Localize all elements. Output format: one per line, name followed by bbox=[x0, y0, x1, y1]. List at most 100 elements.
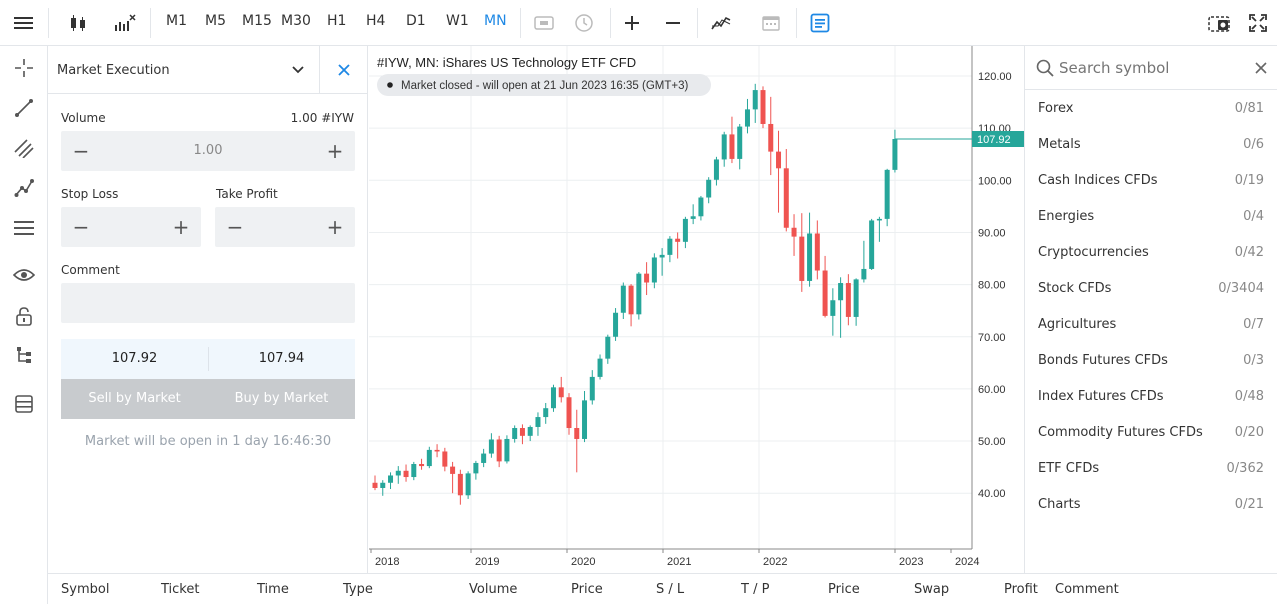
candle-body bbox=[496, 439, 502, 462]
col-symbol[interactable]: Symbol bbox=[61, 582, 110, 597]
channel-icon[interactable] bbox=[10, 134, 38, 162]
watchlist-group[interactable]: Index Futures CFDs 0/48 bbox=[1025, 378, 1277, 414]
col-price[interactable]: Price bbox=[571, 582, 603, 597]
close-icon[interactable] bbox=[1255, 62, 1267, 74]
plus-icon[interactable]: + bbox=[172, 215, 190, 239]
execution-type-select[interactable]: Market Execution bbox=[57, 63, 170, 78]
plus-icon[interactable]: + bbox=[326, 139, 344, 163]
col-swap[interactable]: Swap bbox=[914, 582, 950, 597]
y-tick-label: 50.00 bbox=[978, 436, 1006, 448]
candle bbox=[380, 480, 386, 496]
plus-icon[interactable]: + bbox=[326, 215, 344, 239]
group-name: Index Futures CFDs bbox=[1038, 388, 1164, 404]
market-status-pill bbox=[377, 74, 711, 96]
history-clock-icon[interactable] bbox=[568, 7, 600, 39]
candle bbox=[403, 464, 409, 482]
one-click-trading-icon[interactable] bbox=[528, 7, 560, 39]
object-tree-icon[interactable] bbox=[10, 342, 38, 370]
zoom-out-icon[interactable] bbox=[657, 7, 689, 39]
group-count: 0/20 bbox=[1234, 424, 1264, 440]
timeframe-m30[interactable]: M30 bbox=[281, 13, 311, 29]
col-time[interactable]: Time bbox=[257, 582, 289, 597]
take-profit-field[interactable]: − + bbox=[215, 207, 355, 247]
candle-body bbox=[434, 449, 440, 452]
watchlist-group[interactable]: Cryptocurrencies 0/42 bbox=[1025, 234, 1277, 270]
eye-icon[interactable] bbox=[10, 261, 38, 289]
polyline-icon[interactable] bbox=[10, 174, 38, 202]
watchlist-group[interactable]: Stock CFDs 0/3404 bbox=[1025, 270, 1277, 306]
candle-body bbox=[869, 220, 875, 269]
minus-icon[interactable]: − bbox=[72, 215, 90, 239]
indicators-icon[interactable] bbox=[108, 7, 142, 39]
comment-field[interactable] bbox=[61, 283, 355, 323]
calendar-icon[interactable] bbox=[755, 7, 787, 39]
fibonacci-icon[interactable] bbox=[10, 214, 38, 242]
watchlist-group[interactable]: Energies 0/4 bbox=[1025, 198, 1277, 234]
group-count: 0/21 bbox=[1234, 496, 1264, 512]
candle bbox=[395, 466, 401, 484]
watchlist-group[interactable]: Metals 0/6 bbox=[1025, 126, 1277, 162]
candle-body bbox=[861, 268, 867, 280]
volume-stepper[interactable]: − 1.00 + bbox=[61, 131, 355, 171]
watchlist-group[interactable]: Agricultures 0/7 bbox=[1025, 306, 1277, 342]
chart-type-candles-icon[interactable] bbox=[62, 7, 94, 39]
timeframe-w1[interactable]: W1 bbox=[446, 13, 469, 29]
sell-button[interactable]: Sell by Market bbox=[88, 391, 181, 406]
timeframe-m5[interactable]: M5 bbox=[205, 13, 226, 29]
candle-body bbox=[744, 109, 750, 127]
candle-body bbox=[884, 169, 890, 219]
candle-body bbox=[527, 426, 533, 436]
menu-icon[interactable] bbox=[8, 7, 40, 39]
timeframe-h1[interactable]: H1 bbox=[327, 13, 347, 29]
timeframe-h4[interactable]: H4 bbox=[366, 13, 386, 29]
take-profit-label: Take Profit bbox=[216, 187, 278, 201]
candle-body bbox=[690, 216, 696, 219]
close-icon[interactable] bbox=[338, 64, 350, 76]
watchlist-group[interactable]: Cash Indices CFDs 0/19 bbox=[1025, 162, 1277, 198]
trend-line-icon[interactable] bbox=[10, 94, 38, 122]
watchlist-group[interactable]: Bonds Futures CFDs 0/3 bbox=[1025, 342, 1277, 378]
timeframe-d1[interactable]: D1 bbox=[406, 13, 426, 29]
buy-button[interactable]: Buy by Market bbox=[234, 391, 329, 406]
watchlist-group[interactable]: ETF CFDs 0/362 bbox=[1025, 450, 1277, 486]
volume-value[interactable]: 1.00 bbox=[193, 143, 223, 158]
candle bbox=[869, 218, 875, 270]
price-chart[interactable]: 40.00 50.00 60.00 70.00 80.00 90.00 100.00 110.… bbox=[369, 46, 1024, 573]
timeframe-m15[interactable]: M15 bbox=[242, 13, 272, 29]
lock-icon[interactable] bbox=[10, 302, 38, 330]
col-take-profit[interactable]: T / P bbox=[741, 582, 770, 597]
col-comment[interactable]: Comment bbox=[1055, 582, 1119, 597]
minus-icon[interactable]: − bbox=[226, 215, 244, 239]
col-stop-loss[interactable]: S / L bbox=[656, 582, 685, 597]
col-profit[interactable]: Profit bbox=[1004, 582, 1038, 597]
candle-body bbox=[504, 438, 510, 462]
screenshot-camera-icon[interactable] bbox=[1203, 7, 1235, 39]
timeframe-m1[interactable]: M1 bbox=[166, 13, 187, 29]
candle-body bbox=[799, 236, 805, 281]
order-form-icon[interactable] bbox=[804, 7, 836, 39]
candle-body bbox=[814, 233, 820, 271]
bid-price: 107.92 bbox=[111, 351, 158, 366]
timeframe-mn[interactable]: MN bbox=[484, 13, 507, 29]
database-icon[interactable] bbox=[10, 390, 38, 418]
chevron-down-icon[interactable] bbox=[292, 66, 304, 74]
zoom-in-icon[interactable] bbox=[616, 7, 648, 39]
group-count: 0/48 bbox=[1234, 388, 1264, 404]
col-type[interactable]: Type bbox=[343, 582, 373, 597]
col-ticket[interactable]: Ticket bbox=[161, 582, 200, 597]
indicator-line-icon[interactable] bbox=[705, 7, 737, 39]
fullscreen-icon[interactable] bbox=[1242, 7, 1274, 39]
watchlist-group[interactable]: Commodity Futures CFDs 0/20 bbox=[1025, 414, 1277, 450]
candle-body bbox=[566, 397, 572, 429]
watchlist-group[interactable]: Charts 0/21 bbox=[1025, 486, 1277, 522]
group-name: Commodity Futures CFDs bbox=[1038, 424, 1203, 440]
crosshair-icon[interactable] bbox=[10, 54, 38, 82]
watchlist-group[interactable]: Forex 0/81 bbox=[1025, 90, 1277, 126]
stop-loss-field[interactable]: − + bbox=[61, 207, 201, 247]
col-volume[interactable]: Volume bbox=[469, 582, 518, 597]
candle-body bbox=[698, 197, 704, 217]
search-input[interactable] bbox=[1059, 56, 1239, 80]
minus-icon[interactable]: − bbox=[72, 139, 90, 163]
chart-canvas[interactable]: 40.00 50.00 60.00 70.00 80.00 90.00 100.00 110.… bbox=[369, 46, 1024, 573]
col-current-price[interactable]: Price bbox=[828, 582, 860, 597]
